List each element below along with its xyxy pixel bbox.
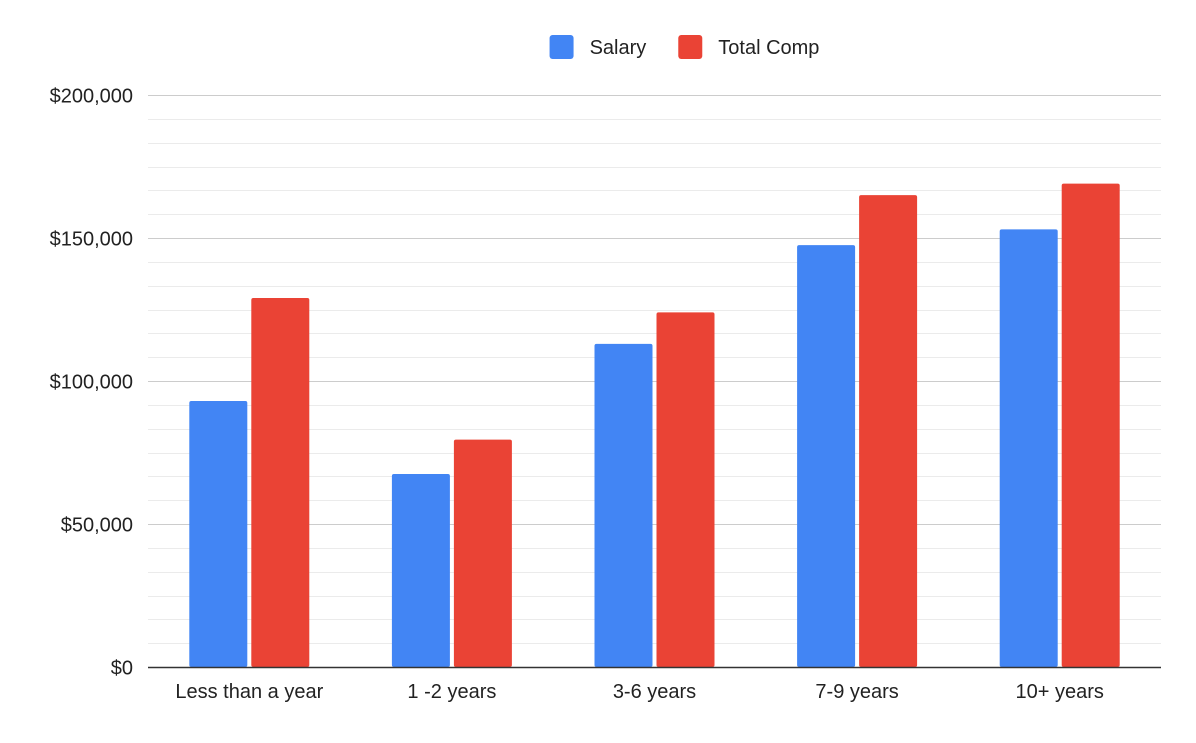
x-axis-tick-labels: Less than a year 1 -2 years 3-6 years 7-9 y… <box>175 681 1104 703</box>
y-axis-tick-labels: $0 $50,000 $100,000 $150,000 $200,000 <box>50 86 133 680</box>
bar-salary <box>391 473 450 667</box>
x-tick-label: 10+ years <box>1016 681 1104 703</box>
legend-swatch <box>549 35 574 59</box>
grid-lines <box>148 95 1161 644</box>
legend-item: Salary <box>549 35 647 59</box>
y-tick-label: $200,000 <box>50 86 133 108</box>
bar-salary <box>999 229 1058 668</box>
x-tick-label: 3-6 years <box>613 681 696 703</box>
bar-salary <box>594 343 653 667</box>
x-tick-label: Less than a year <box>175 681 323 703</box>
bar-total-comp <box>859 195 918 667</box>
bar-salary <box>797 245 856 667</box>
legend-label: Salary <box>590 37 647 59</box>
legend-swatch <box>678 35 703 59</box>
bar-salary <box>189 401 248 667</box>
y-tick-label: $50,000 <box>61 515 133 537</box>
bar-total-comp <box>656 312 715 667</box>
legend-label: Total Comp <box>718 37 819 59</box>
x-tick-label: 7-9 years <box>815 681 898 703</box>
bar-total-comp <box>453 439 512 667</box>
y-tick-label: $0 <box>111 658 133 680</box>
y-tick-label: $100,000 <box>50 372 133 394</box>
bars <box>189 183 1120 668</box>
x-tick-label: 1 -2 years <box>407 681 496 703</box>
y-tick-label: $150,000 <box>50 229 133 251</box>
legend-item: Total Comp <box>678 35 819 59</box>
legend: Salary Total Comp <box>549 35 819 59</box>
bar-total-comp <box>1061 183 1120 667</box>
bar-total-comp <box>251 298 310 667</box>
